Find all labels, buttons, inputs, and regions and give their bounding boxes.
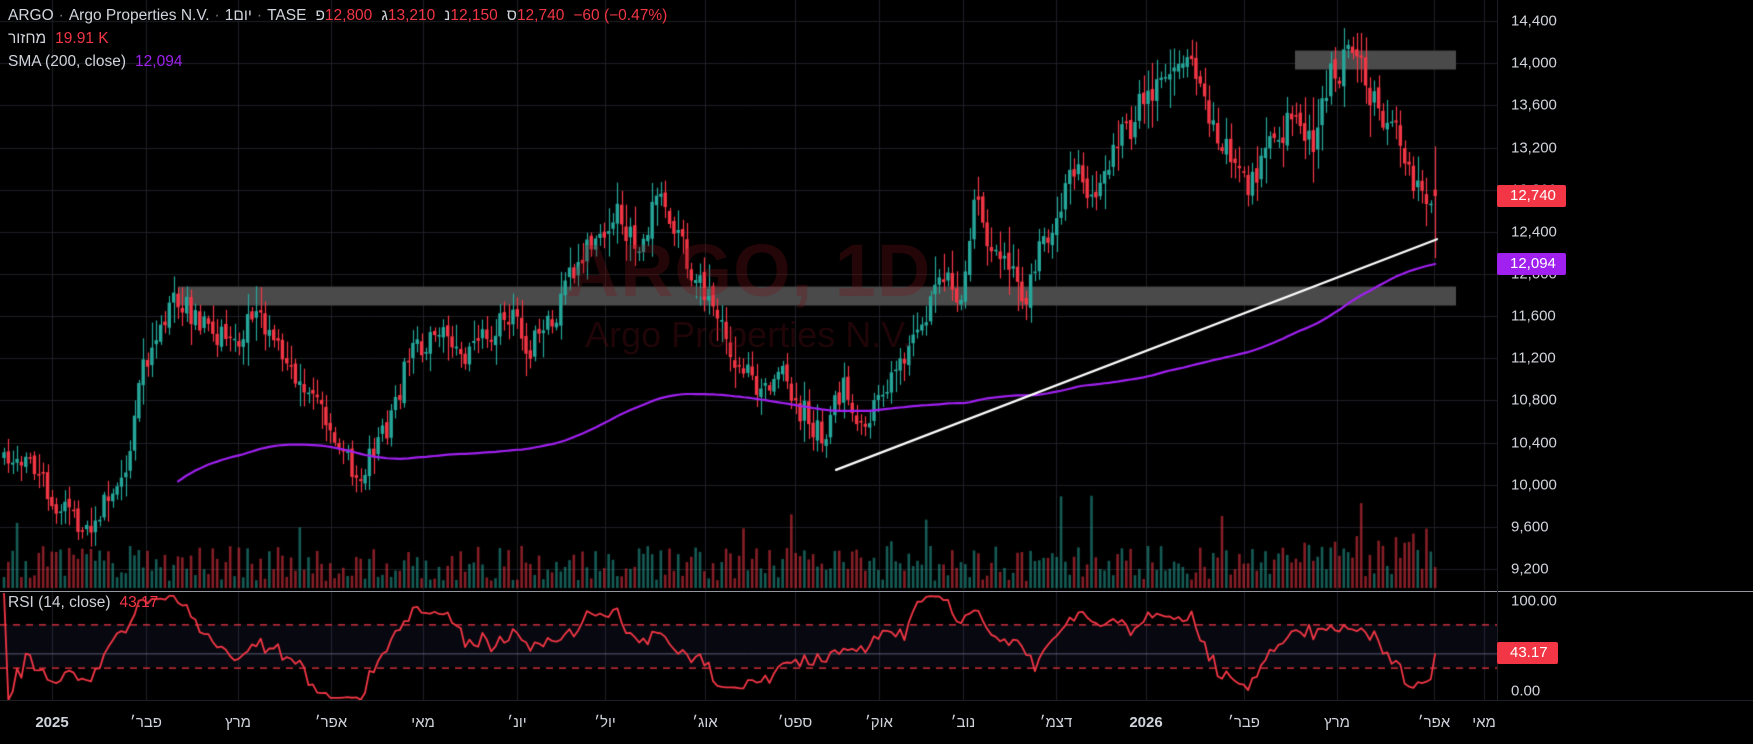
time-axis-tick: אוק׳: [865, 714, 893, 731]
price-axis-tick: 9,200: [1511, 560, 1549, 578]
sma-price-badge[interactable]: 12,094: [1497, 253, 1566, 276]
time-axis-tick: פבר׳: [1228, 714, 1260, 731]
time-axis-tick: אוג׳: [692, 714, 718, 731]
pane-separator[interactable]: [0, 591, 1753, 592]
time-axis-tick: יונ׳: [507, 714, 527, 731]
price-axis-tick: 13,600: [1511, 96, 1557, 114]
time-axis-tick: 2026: [1129, 714, 1163, 731]
time-axis-tick: 2025: [35, 714, 69, 731]
time-axis-tick: פבר׳: [130, 714, 162, 731]
rsi-axis[interactable]: 100.00 0.00 43.17: [1497, 592, 1753, 700]
price-chart-pane[interactable]: ARGO, 1D Argo Properties N.V.: [0, 0, 1497, 590]
price-axis-tick: 14,000: [1511, 54, 1557, 72]
rsi-canvas[interactable]: [0, 592, 1497, 700]
time-axis-tick: מרץ: [225, 714, 251, 731]
price-axis-tick: 10,400: [1511, 434, 1557, 451]
time-axis-tick: נוב׳: [950, 714, 976, 731]
candlestick-canvas[interactable]: [0, 0, 1497, 590]
time-axis[interactable]: 2025 פבר׳ מרץ אפר׳ מאי יונ׳ יול׳ אוג׳ ספט׳ אוק׳ נו…: [0, 700, 1753, 744]
price-axis-tick: 9,600: [1511, 518, 1549, 536]
time-axis-tick: מאי: [1472, 714, 1496, 731]
price-axis-tick: 14,400: [1511, 12, 1557, 30]
time-axis-tick: ספט׳: [777, 714, 813, 731]
time-axis-tick: דצמ׳: [1039, 714, 1073, 731]
time-axis-tick: יול׳: [594, 714, 616, 731]
time-axis-tick: אפר׳: [1417, 714, 1451, 731]
price-axis[interactable]: 14,40014,00013,60013,20012,80012,40012,0…: [1497, 0, 1753, 590]
time-axis-tick: מרץ: [1324, 714, 1350, 731]
rsi-value-badge[interactable]: 43.17: [1497, 642, 1558, 665]
price-axis-tick: 11,600: [1511, 307, 1556, 325]
price-axis-tick: 10,000: [1511, 476, 1557, 494]
rsi-axis-bottom-tick: 0.00: [1511, 682, 1541, 700]
time-axis-tick: מאי: [411, 714, 435, 731]
price-axis-tick: 11,200: [1511, 349, 1556, 367]
axis-divider: [1497, 0, 1498, 700]
time-axis-tick: אפר׳: [314, 714, 348, 731]
rsi-pane[interactable]: [0, 592, 1497, 700]
last-price-badge[interactable]: 12,740: [1497, 184, 1566, 207]
price-axis-tick: 13,200: [1511, 139, 1557, 156]
price-axis-tick: 10,800: [1511, 391, 1557, 409]
price-axis-tick: 12,400: [1511, 223, 1557, 241]
rsi-axis-top-tick: 100.00: [1511, 592, 1557, 610]
